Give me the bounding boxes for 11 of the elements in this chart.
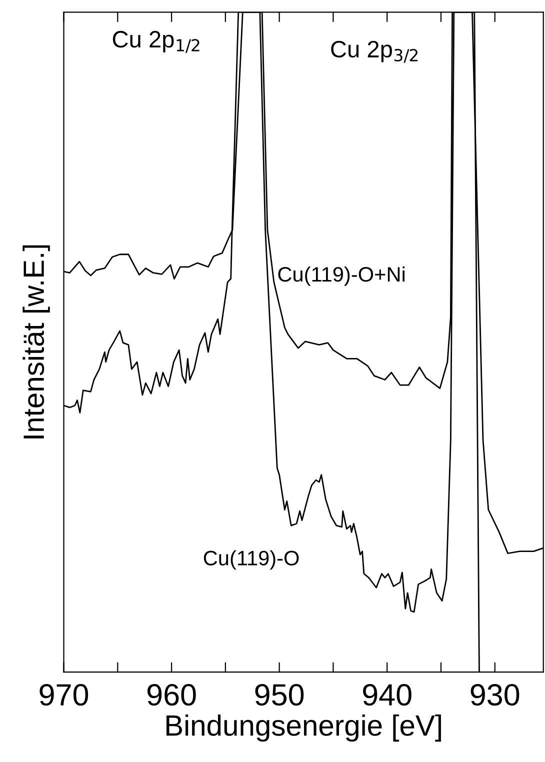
annotation: Cu 2p$_{3/2}$: [331, 40, 418, 63]
series-label: Cu(119)-O+Ni: [278, 266, 404, 286]
x-tick-label: 940: [363, 684, 412, 706]
series-label: Cu(119)-O: [204, 550, 299, 570]
x-axis-title: Bindungsenergie [eV]: [166, 714, 441, 742]
x-tick-label: 930: [470, 684, 520, 706]
annotation: Cu 2p$_{1/2}$: [112, 30, 200, 53]
x-tick-label: 970: [40, 684, 88, 706]
y-axis-title: Intensität [w.E.]: [22, 245, 50, 438]
x-tick-label: 950: [255, 684, 304, 706]
x-tick-label: 960: [147, 684, 196, 706]
